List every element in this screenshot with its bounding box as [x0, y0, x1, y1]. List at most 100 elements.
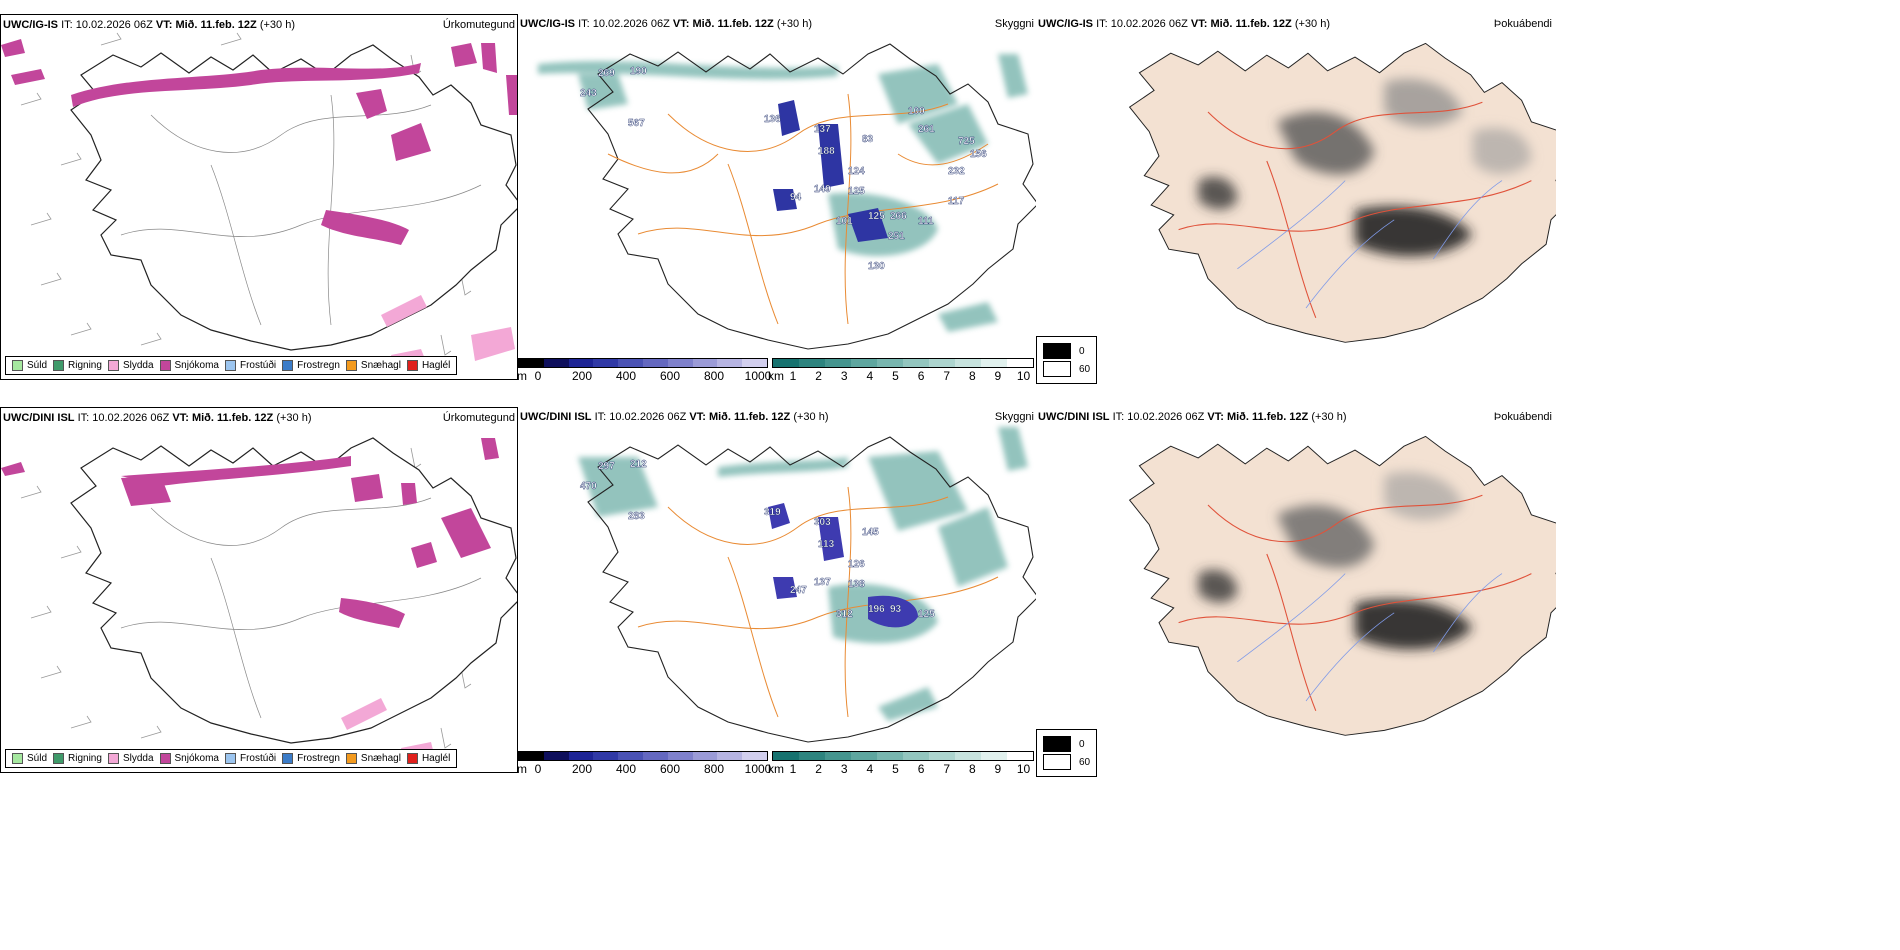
visibility-value: 212	[630, 459, 647, 470]
colorbar-swatch	[825, 752, 851, 760]
visibility-bar-swatches	[772, 358, 1034, 368]
ceiling-colorbar-bottom: m 0 200 400 600 800 1000	[517, 751, 771, 776]
vt-value: Mið. 11.feb. 12Z	[175, 19, 257, 31]
visibility-bar-swatches	[772, 751, 1034, 761]
legend-swatch	[406, 360, 418, 371]
vt-label: VT:	[1207, 411, 1224, 423]
colorbar-swatch	[799, 359, 825, 367]
colorbar-swatch	[981, 359, 1007, 367]
vt-label: VT:	[155, 19, 173, 31]
visibility-value: 126	[848, 559, 865, 570]
vt-value: Mið. 11.feb. 12Z	[1210, 18, 1292, 30]
sleet-areas	[381, 295, 515, 367]
fog-legend-row: 0	[1043, 736, 1090, 752]
precip-map	[1, 32, 517, 367]
visibility-map: 269 190 243 567 136 137 188 83 149 125 94 124 101 125…	[538, 43, 1036, 350]
it-label: IT:	[594, 411, 607, 423]
colorbar-swatch	[717, 359, 743, 367]
panel-header: UWC/IG-IS IT: 10.02.2026 06Z VT: Mið. 11…	[1038, 18, 1330, 30]
visibility-value: 125	[918, 609, 935, 620]
visibility-map: 297 212 470 283 319 303 113 145 137 138 247 126 312 1…	[578, 427, 1036, 743]
roads	[1178, 101, 1532, 319]
legend-label: Snæhagl	[360, 753, 401, 764]
legend-swatch	[224, 360, 236, 371]
colorbar-swatch	[667, 359, 693, 367]
colorbar-swatch	[568, 752, 594, 760]
vt-value: Mið. 11.feb. 12Z	[191, 412, 274, 424]
visibility-value: 117	[948, 196, 965, 207]
colorbar-swatch	[1007, 752, 1033, 760]
colorbar-tick: 1	[789, 762, 797, 776]
legend-item: Frostregn	[282, 753, 340, 764]
legend-label: Slydda	[122, 360, 154, 371]
colorbar-swatch	[519, 359, 544, 367]
visibility-value: 269	[598, 68, 615, 79]
vt-label: VT:	[172, 412, 189, 424]
fog-legend-label: 0	[1079, 738, 1085, 750]
colorbar-unit: m	[517, 762, 527, 776]
colorbar-swatch	[929, 359, 955, 367]
colorbar-tick: 10	[1016, 369, 1031, 383]
colorbar-swatch	[742, 752, 767, 760]
visibility-value: 145	[862, 527, 879, 538]
legend-swatch	[345, 360, 357, 371]
colorbar-swatch	[618, 359, 643, 367]
legend-item: Rigning	[53, 753, 102, 764]
visibility-value: 94	[790, 192, 802, 203]
legend-label: Haglél	[421, 753, 451, 764]
visibility-value: 261	[918, 124, 935, 135]
precip-panel-top: UWC/IG-IS IT: 10.02.2026 06Z VT: Mið. 11…	[0, 14, 518, 380]
visibility-panel-top: UWC/IG-IS IT: 10.02.2026 06Z VT: Mið. 11…	[518, 14, 1036, 380]
colorbar-swatch	[642, 752, 668, 760]
visibility-labels: 269 190 243 567 136 137 188 83 149 125 94 124 101 125…	[580, 66, 988, 272]
ceiling-bar-swatches	[518, 751, 768, 761]
colorbar-tick: 400	[615, 762, 637, 776]
legend-swatch	[345, 753, 357, 764]
legend-swatch	[406, 753, 418, 764]
colorbar-swatch	[593, 359, 619, 367]
panel-title: Þokuábendi	[1493, 411, 1552, 423]
legend-label: Rigning	[68, 753, 102, 764]
model-name: UWC/DINI ISL	[520, 411, 592, 423]
colorbar-swatch	[903, 359, 929, 367]
colorbar-swatch	[773, 752, 799, 760]
visibility-bar-ticks: km 1 2 3 4 5 6 7 8 9 10	[768, 761, 1034, 776]
visibility-value: 156	[970, 149, 987, 160]
visibility-labels: 297 212 470 283 319 303 113 145 137 138 247 126 312 1…	[580, 459, 936, 620]
colorbar-tick: 6	[917, 762, 925, 776]
legend-item: Frostúði	[224, 360, 276, 371]
fog-indicator	[1198, 78, 1532, 257]
panel-header: UWC/DINI ISL IT: 10.02.2026 06Z VT: Mið.…	[520, 411, 829, 423]
model-name: UWC/DINI ISL	[1038, 411, 1110, 423]
panel-title: Úrkomutegund	[442, 412, 515, 424]
colorbar-tick: 800	[703, 369, 725, 383]
fog-map	[1129, 435, 1556, 736]
it-value: 10.02.2026 06Z	[592, 18, 670, 30]
colorbar-swatch	[877, 359, 903, 367]
fog-indicator	[1198, 471, 1473, 650]
model-name: UWC/IG-IS	[3, 19, 58, 31]
legend-label: Súld	[27, 753, 48, 764]
panel-title: Þokuábendi	[1493, 18, 1552, 30]
it-value: 10.02.2026 06Z	[75, 19, 153, 31]
legend-swatch	[224, 753, 236, 764]
fog-legend-label: 60	[1079, 363, 1091, 375]
colorbar-tick: 9	[994, 369, 1002, 383]
panel-header: UWC/DINI ISL IT: 10.02.2026 06Z VT: Mið.…	[1038, 411, 1347, 423]
colorbar-tick: 8	[968, 369, 976, 383]
it-value: 10.02.2026 06Z	[92, 412, 170, 424]
visibility-value: 138	[848, 579, 865, 590]
legend-swatch	[282, 360, 294, 371]
legend-item: Frostregn	[282, 360, 340, 371]
visibility-value: 196	[868, 604, 885, 615]
vt-label: VT:	[672, 18, 690, 30]
vt-value: Mið. 11.feb. 12Z	[692, 18, 774, 30]
rivers	[1237, 180, 1503, 309]
fog-legend-label: 60	[1079, 756, 1091, 768]
visibility-value: 111	[918, 216, 934, 227]
visibility-value: 283	[628, 511, 645, 522]
roads	[1178, 494, 1532, 712]
it-value: 10.02.2026 06Z	[1110, 18, 1188, 30]
visibility-value: 93	[890, 604, 902, 615]
ceiling-colorbar-top: m 0 200 400 600 800 1000	[517, 358, 771, 383]
